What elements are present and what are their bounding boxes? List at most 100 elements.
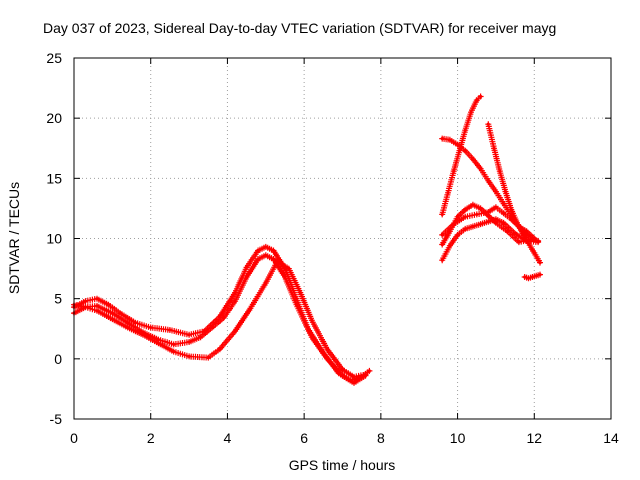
data-point — [486, 214, 490, 218]
data-point — [455, 215, 460, 219]
data-point — [256, 257, 260, 261]
data-point — [440, 233, 444, 237]
data-point — [168, 328, 172, 332]
data-point — [478, 206, 483, 211]
data-point — [218, 347, 222, 351]
data-point — [298, 291, 302, 295]
data-point — [534, 274, 538, 278]
data-point — [471, 203, 475, 207]
data-point — [367, 369, 371, 373]
data-point — [448, 244, 452, 248]
data-point — [502, 221, 506, 225]
data-point — [325, 347, 329, 351]
data-point — [440, 242, 444, 247]
data-point — [509, 217, 513, 221]
data-point — [494, 221, 498, 225]
data-point — [538, 273, 542, 277]
data-point — [210, 325, 214, 330]
data-point — [310, 335, 314, 339]
data-point — [264, 253, 268, 257]
data-point — [110, 317, 114, 321]
data-point — [187, 354, 191, 359]
data-point — [256, 248, 260, 253]
tick-labels: 0 2 4 6 8 10 12 14 -5 0 5 10 15 20 25 — [46, 50, 619, 446]
data-point — [457, 149, 462, 153]
data-point — [502, 202, 506, 206]
data-point — [538, 260, 542, 265]
series-trace-3 — [71, 258, 369, 380]
series-trace-6 — [485, 121, 543, 266]
data-point — [221, 316, 226, 320]
x-tick-label: 8 — [377, 430, 385, 446]
data-point — [521, 232, 525, 236]
data-point — [463, 128, 467, 132]
data-point — [248, 306, 253, 310]
data-point — [517, 224, 521, 229]
x-tick-label: 6 — [300, 430, 308, 446]
data-point — [187, 340, 191, 344]
data-point — [325, 357, 329, 361]
data-point — [492, 146, 496, 150]
data-point — [475, 98, 479, 102]
data-point — [95, 304, 99, 308]
data-point — [523, 275, 527, 279]
y-tick-label: 20 — [46, 110, 62, 126]
data-point — [352, 381, 356, 385]
data-point — [440, 258, 444, 262]
data-point — [264, 281, 268, 285]
data-point — [294, 303, 299, 307]
data-point — [446, 191, 450, 195]
data-point — [455, 143, 460, 147]
data-point — [133, 321, 137, 325]
x-tick-label: 12 — [526, 430, 542, 446]
series-trace-9 — [439, 204, 538, 242]
data-point — [525, 229, 529, 233]
x-tick-label: 2 — [147, 430, 155, 446]
data-point — [486, 210, 490, 214]
data-point — [187, 333, 191, 337]
data-point — [340, 374, 345, 378]
data-point — [172, 342, 176, 346]
y-tick-label: 25 — [46, 50, 62, 66]
data-point — [440, 137, 444, 141]
data-point — [206, 356, 210, 360]
chart-title: Day 037 of 2023, Sidereal Day-to-day VTE… — [43, 20, 556, 36]
data-point — [455, 233, 460, 237]
data-point — [486, 179, 490, 183]
data-point — [245, 265, 249, 269]
x-tick-label: 14 — [603, 430, 619, 446]
data-point — [469, 110, 473, 114]
y-tick-label: 15 — [46, 170, 62, 186]
data-point — [95, 309, 99, 313]
data-point — [486, 122, 490, 126]
data-point — [218, 315, 222, 319]
y-tick-label: -5 — [50, 411, 63, 427]
data-point — [502, 211, 506, 215]
data-point — [463, 215, 467, 219]
data-point — [471, 224, 475, 229]
data-point — [448, 138, 452, 142]
data-series — [71, 93, 543, 386]
y-axis-label: SDTVAR / TECUs — [6, 182, 22, 294]
y-tick-label: 10 — [46, 231, 62, 247]
data-point — [149, 325, 153, 330]
data-point — [363, 372, 368, 377]
data-point — [264, 245, 268, 249]
data-point — [532, 236, 536, 241]
data-point — [452, 169, 456, 173]
data-point — [478, 167, 483, 171]
y-tick-label: 0 — [54, 351, 62, 367]
x-axis-label: GPS time / hours — [289, 457, 396, 473]
data-point — [83, 299, 88, 303]
data-point — [126, 325, 130, 330]
x-tick-label: 0 — [70, 430, 78, 446]
data-point — [532, 251, 536, 255]
data-point — [513, 232, 517, 236]
data-point — [503, 189, 508, 194]
data-point — [352, 375, 356, 379]
series-trace-4 — [439, 93, 484, 218]
data-point — [536, 240, 540, 244]
data-point — [494, 189, 498, 194]
data-point — [233, 329, 237, 333]
